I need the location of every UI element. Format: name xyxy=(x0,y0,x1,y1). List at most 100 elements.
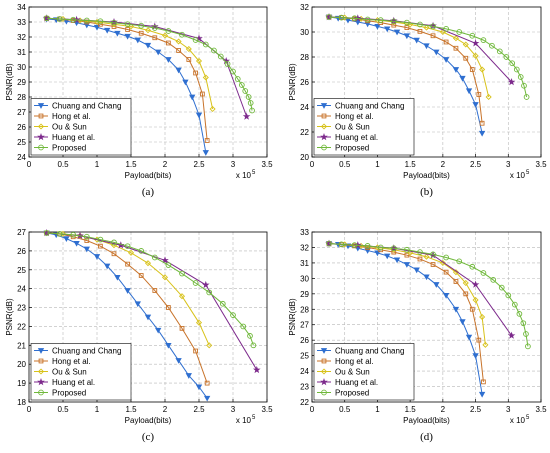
y-tick-label: 33 xyxy=(300,228,309,237)
x-tick-label: 3 xyxy=(231,160,236,169)
x-tick-label: 3.5 xyxy=(261,405,273,414)
y-tick-label: 30 xyxy=(300,28,309,37)
data-point xyxy=(456,258,463,265)
data-point xyxy=(253,365,261,374)
data-point xyxy=(393,29,401,36)
legend-entry: Huang et al. xyxy=(52,133,95,142)
data-point xyxy=(124,243,131,250)
legend-marker xyxy=(37,103,45,109)
data-point xyxy=(478,130,486,137)
data-point xyxy=(161,274,169,281)
data-point xyxy=(430,262,436,267)
legend-marker xyxy=(37,378,45,386)
data-point xyxy=(354,14,362,22)
data-point xyxy=(219,300,226,307)
x-axis-label: Payload(bits) xyxy=(403,416,450,425)
data-point xyxy=(124,33,131,40)
data-point xyxy=(479,120,485,126)
data-point xyxy=(433,282,440,288)
data-point xyxy=(404,25,410,30)
legend-entry: Huang et al. xyxy=(335,378,378,387)
x-tick-label: 3.5 xyxy=(535,405,547,414)
data-point xyxy=(83,233,90,240)
data-point xyxy=(505,292,512,299)
x-tick-label: 2.5 xyxy=(470,405,482,414)
data-point xyxy=(161,32,169,39)
x-tick-label: 1.5 xyxy=(125,405,137,414)
data-point xyxy=(417,29,423,34)
data-point xyxy=(59,15,67,23)
x-tick-label: 0.5 xyxy=(339,405,351,414)
legend-marker xyxy=(38,389,44,396)
chart-panel-4: 0 0.5 1 1.5 2 2.5 3 3.5 22 23 24 25 26 27 28 29 30 31 32 33… xyxy=(288,228,547,443)
data-point xyxy=(152,288,158,293)
data-point xyxy=(476,337,482,343)
y-tick-label: 24 xyxy=(300,103,309,112)
data-point xyxy=(443,26,449,32)
data-point xyxy=(249,107,255,114)
data-point xyxy=(423,274,430,281)
legend-marker xyxy=(321,389,327,396)
data-point xyxy=(503,54,510,60)
y-tick-label: 21 xyxy=(17,341,26,350)
data-point xyxy=(155,327,162,334)
x-tick-label: 2.5 xyxy=(470,160,482,169)
y-tick-label: 33 xyxy=(17,18,26,27)
data-point xyxy=(326,14,332,20)
x-tick-label: 2 xyxy=(441,160,446,169)
data-point xyxy=(175,358,182,364)
legend-entry: Ou & Sun xyxy=(335,123,370,132)
data-point xyxy=(98,243,103,249)
data-point xyxy=(204,380,210,386)
data-point xyxy=(152,35,158,41)
data-point xyxy=(472,296,479,304)
y-axis-label: PSNR(dB) xyxy=(288,298,297,336)
y-tick-label: 19 xyxy=(17,379,26,388)
data-point xyxy=(125,261,130,267)
y-tick-label: 24 xyxy=(17,153,26,162)
data-point xyxy=(206,289,213,296)
y-tick-label: 32 xyxy=(300,3,309,12)
data-point xyxy=(377,17,384,23)
data-point xyxy=(193,348,198,354)
y-tick-label: 26 xyxy=(300,336,309,345)
data-point xyxy=(341,14,348,21)
legend-entry: Hong et al. xyxy=(52,112,91,121)
data-point xyxy=(404,246,410,253)
data-point xyxy=(186,57,192,62)
y-tick-label: 18 xyxy=(17,398,26,407)
data-point xyxy=(192,37,199,43)
data-point xyxy=(195,384,203,391)
data-point xyxy=(384,253,391,260)
data-point xyxy=(471,280,480,288)
panel-label: (b) xyxy=(420,186,433,198)
data-point xyxy=(351,15,358,22)
legend-entry: Proposed xyxy=(52,389,86,398)
data-point xyxy=(189,94,196,101)
data-point xyxy=(43,230,50,236)
x-multiplier-exponent: 5 xyxy=(526,415,530,421)
panel-label: (a) xyxy=(142,186,155,198)
data-point xyxy=(430,23,436,30)
data-point xyxy=(165,262,172,268)
y-tick-label: 28 xyxy=(17,93,26,102)
data-point xyxy=(195,319,203,326)
data-point xyxy=(480,37,487,43)
legend-marker xyxy=(38,358,44,364)
data-point xyxy=(176,48,181,53)
data-point xyxy=(217,53,224,60)
x-multiplier-label: x 10 xyxy=(236,416,252,425)
legend-marker xyxy=(320,123,328,130)
legend-box xyxy=(30,98,132,156)
data-point xyxy=(238,82,245,88)
data-point xyxy=(185,373,192,379)
data-point xyxy=(224,61,231,67)
series-line-proposed xyxy=(328,243,529,347)
data-point xyxy=(134,301,141,308)
y-tick-label: 26 xyxy=(300,78,309,87)
series-line-hong-et-al- xyxy=(46,232,208,384)
legend-marker xyxy=(320,378,328,386)
data-point xyxy=(338,14,345,21)
data-point xyxy=(469,67,475,72)
